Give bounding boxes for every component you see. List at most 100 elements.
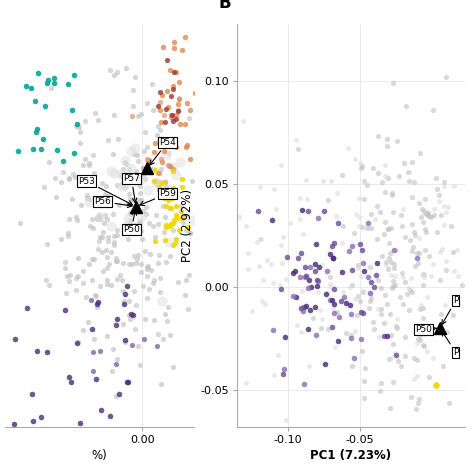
Point [401, 333, 409, 341]
Point [244, 265, 251, 273]
Point [127, 210, 135, 218]
Point [184, 305, 192, 313]
Point [442, 257, 450, 265]
Point [64, 232, 72, 240]
Point [123, 226, 131, 233]
Point [22, 82, 30, 90]
Point [136, 217, 144, 225]
Point [137, 269, 145, 276]
Point [146, 219, 153, 226]
Point [90, 151, 97, 158]
Point [94, 116, 101, 124]
Point [120, 298, 128, 305]
Point [156, 98, 164, 106]
Point [417, 213, 425, 221]
Point [417, 336, 424, 344]
Point [423, 347, 430, 355]
Point [339, 289, 346, 296]
Point [161, 236, 168, 244]
Point [167, 204, 175, 212]
Point [122, 160, 129, 168]
Point [169, 364, 177, 371]
Point [360, 288, 367, 296]
Point [329, 304, 337, 311]
Point [128, 147, 135, 155]
Point [338, 171, 346, 179]
Point [133, 205, 141, 213]
Point [108, 222, 115, 230]
Point [235, 213, 242, 221]
Point [310, 314, 317, 322]
Point [129, 176, 137, 184]
Point [175, 226, 182, 234]
Point [172, 235, 180, 243]
Point [324, 196, 332, 204]
Point [210, 242, 217, 250]
Point [165, 204, 173, 211]
Point [186, 106, 194, 114]
Point [270, 326, 277, 333]
Point [442, 266, 449, 273]
Point [393, 324, 401, 331]
Point [139, 164, 147, 172]
Point [301, 273, 309, 281]
Point [351, 155, 359, 163]
Point [396, 293, 404, 301]
Point [157, 380, 165, 388]
Point [393, 137, 401, 145]
Point [155, 169, 163, 177]
Point [127, 164, 135, 172]
Point [421, 246, 429, 254]
Point [422, 210, 430, 218]
Point [326, 250, 334, 258]
Point [119, 259, 127, 266]
Point [179, 46, 186, 54]
Point [156, 127, 164, 134]
Point [131, 222, 139, 229]
Point [283, 416, 290, 424]
Point [387, 310, 394, 318]
Point [130, 253, 138, 260]
Point [23, 304, 30, 311]
Point [121, 156, 129, 164]
Point [409, 289, 416, 296]
Point [355, 292, 362, 300]
Point [407, 393, 415, 401]
Point [118, 180, 126, 188]
Point [177, 208, 185, 215]
Point [76, 139, 84, 147]
Point [129, 102, 137, 110]
Y-axis label: PC2 (2.92%): PC2 (2.92%) [182, 189, 194, 262]
Point [67, 272, 74, 279]
Point [377, 305, 385, 312]
Point [444, 328, 451, 336]
Point [92, 375, 100, 383]
Point [31, 97, 39, 105]
Point [427, 272, 435, 280]
Point [50, 74, 58, 82]
Point [138, 260, 146, 267]
Point [172, 115, 180, 123]
Point [392, 351, 400, 359]
Point [440, 179, 447, 186]
Point [171, 189, 178, 196]
Point [296, 305, 304, 313]
Point [432, 382, 439, 389]
Point [408, 247, 416, 255]
Point [145, 285, 153, 293]
Point [419, 205, 426, 212]
Point [154, 170, 162, 177]
Point [387, 249, 394, 257]
Point [166, 162, 174, 170]
Point [72, 122, 80, 129]
Point [421, 195, 429, 202]
Point [109, 367, 116, 375]
Point [170, 216, 177, 224]
Point [418, 329, 426, 337]
Point [333, 189, 340, 197]
Point [113, 356, 120, 363]
Point [415, 249, 423, 257]
Point [185, 114, 192, 122]
Point [306, 362, 313, 370]
Point [440, 221, 447, 229]
